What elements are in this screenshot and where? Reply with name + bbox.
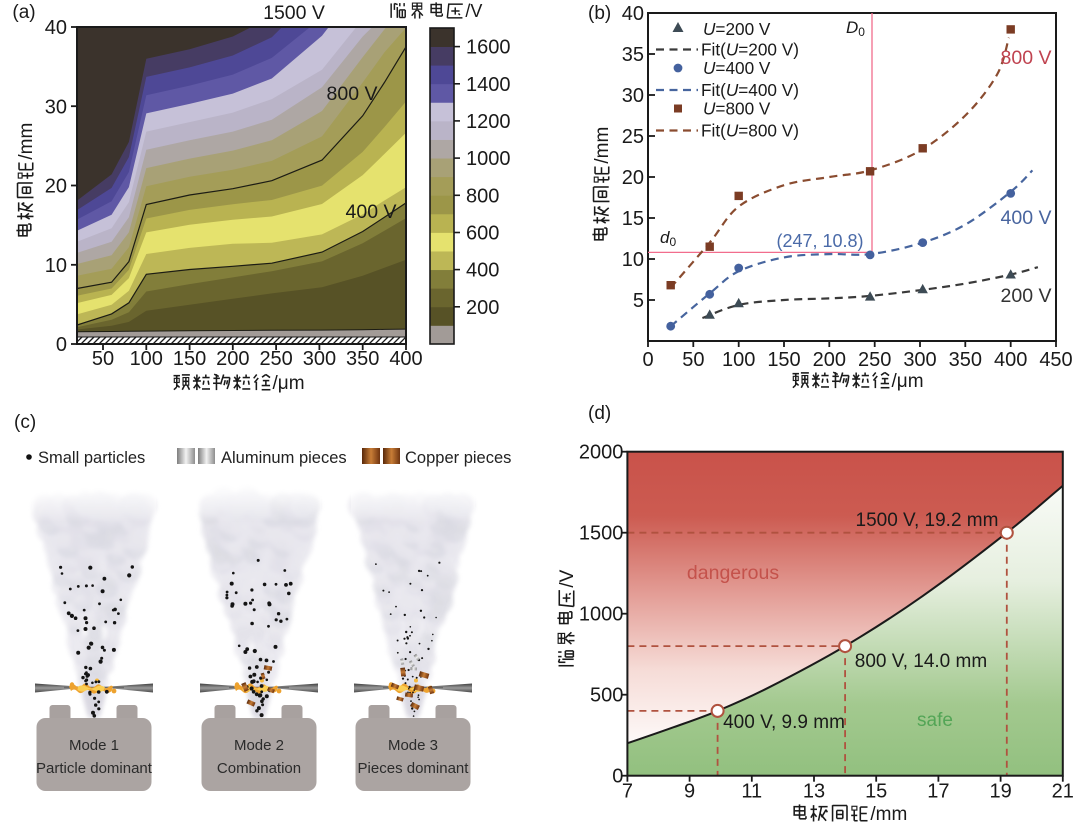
- svg-text:21: 21: [1052, 781, 1074, 803]
- svg-text:800: 800: [466, 185, 499, 207]
- svg-text:200 V: 200 V: [1001, 285, 1052, 307]
- svg-text:20: 20: [45, 176, 67, 198]
- svg-text:450: 450: [1039, 349, 1072, 371]
- svg-text:30: 30: [622, 85, 644, 107]
- svg-text:15: 15: [622, 208, 644, 230]
- svg-text:1000: 1000: [579, 604, 624, 626]
- svg-text:U=800 V: U=800 V: [703, 99, 771, 119]
- svg-text:Small particles: Small particles: [38, 449, 145, 467]
- svg-text:Mode 3: Mode 3: [388, 737, 438, 754]
- svg-text:350: 350: [949, 349, 982, 371]
- svg-text:150: 150: [767, 349, 800, 371]
- svg-text:30: 30: [45, 96, 67, 118]
- svg-text:0: 0: [642, 349, 653, 371]
- svg-text:800 V: 800 V: [1001, 47, 1052, 69]
- svg-text:dangerous: dangerous: [687, 562, 779, 584]
- svg-text:Fit(U=200 V): Fit(U=200 V): [701, 40, 799, 60]
- svg-text:25: 25: [622, 126, 644, 148]
- svg-text:U=400 V: U=400 V: [703, 58, 771, 78]
- svg-text:300: 300: [303, 348, 336, 370]
- svg-text:10: 10: [622, 249, 644, 271]
- svg-text:safe: safe: [917, 710, 953, 731]
- svg-text:20: 20: [622, 167, 644, 189]
- svg-text:400 V, 9.9 mm: 400 V, 9.9 mm: [723, 712, 845, 733]
- svg-text:100: 100: [130, 348, 163, 370]
- svg-text:(247, 10.8): (247, 10.8): [776, 231, 863, 251]
- svg-text:2000: 2000: [579, 442, 624, 464]
- svg-text:200: 200: [466, 297, 499, 319]
- svg-text:/μm: /μm: [892, 371, 924, 392]
- svg-text:0: 0: [612, 766, 623, 788]
- svg-text:35: 35: [622, 44, 644, 66]
- svg-text:Particle dominant: Particle dominant: [36, 760, 153, 777]
- svg-text:15: 15: [865, 781, 887, 803]
- svg-text:40: 40: [622, 3, 644, 25]
- svg-text:800 V, 14.0 mm: 800 V, 14.0 mm: [855, 651, 987, 672]
- svg-text:/V: /V: [557, 569, 578, 587]
- svg-text:1400: 1400: [466, 74, 511, 96]
- svg-text:7: 7: [622, 781, 633, 803]
- svg-text:500: 500: [590, 685, 623, 707]
- svg-text:Mode 2: Mode 2: [234, 737, 284, 754]
- svg-text:/mm: /mm: [16, 123, 37, 160]
- svg-text:Fit(U=800 V): Fit(U=800 V): [701, 121, 799, 141]
- svg-text:Mode 1: Mode 1: [69, 737, 119, 754]
- svg-text:(a): (a): [12, 2, 35, 23]
- svg-text:(b): (b): [588, 3, 611, 24]
- svg-text:50: 50: [92, 348, 114, 370]
- svg-text:9: 9: [684, 781, 695, 803]
- svg-text:200: 200: [216, 348, 249, 370]
- svg-text:1500 V, 19.2 mm: 1500 V, 19.2 mm: [856, 510, 999, 531]
- svg-text:Copper pieces: Copper pieces: [405, 449, 511, 467]
- svg-text:19: 19: [989, 781, 1011, 803]
- svg-text:100: 100: [722, 349, 755, 371]
- svg-text:300: 300: [903, 349, 936, 371]
- svg-text:150: 150: [173, 348, 206, 370]
- svg-text:(d): (d): [588, 403, 611, 424]
- svg-text:1200: 1200: [466, 111, 511, 133]
- svg-text:11: 11: [741, 781, 762, 803]
- svg-text:400 V: 400 V: [346, 201, 397, 223]
- svg-text:250: 250: [858, 349, 891, 371]
- svg-text:600: 600: [466, 222, 499, 244]
- svg-text:Combination: Combination: [217, 760, 301, 777]
- svg-text:50: 50: [682, 349, 704, 371]
- svg-text:Aluminum pieces: Aluminum pieces: [221, 449, 347, 467]
- svg-text:/mm: /mm: [592, 127, 613, 164]
- svg-text:Fit(U=400 V): Fit(U=400 V): [701, 80, 799, 100]
- svg-text:250: 250: [259, 348, 292, 370]
- svg-text:40: 40: [45, 17, 67, 39]
- svg-text:/mm: /mm: [870, 804, 907, 825]
- svg-text:800 V: 800 V: [327, 83, 378, 105]
- svg-text:1500: 1500: [579, 523, 624, 545]
- svg-text:(c): (c): [14, 412, 36, 433]
- svg-text:200: 200: [813, 349, 846, 371]
- svg-text:400: 400: [389, 348, 422, 370]
- svg-text:400 V: 400 V: [1001, 207, 1052, 229]
- svg-text:350: 350: [346, 348, 379, 370]
- svg-text:400: 400: [466, 260, 499, 282]
- svg-text:1500 V: 1500 V: [263, 2, 325, 24]
- svg-text:13: 13: [803, 781, 825, 803]
- svg-text:/μm: /μm: [273, 373, 305, 394]
- svg-text:U=200 V: U=200 V: [703, 19, 771, 39]
- svg-text:Pieces dominant: Pieces dominant: [358, 760, 470, 777]
- svg-text:/V: /V: [465, 1, 482, 21]
- svg-text:10: 10: [45, 255, 67, 277]
- svg-text:1600: 1600: [466, 37, 511, 59]
- svg-text:0: 0: [56, 334, 67, 356]
- svg-text:1000: 1000: [466, 148, 511, 170]
- svg-text:400: 400: [994, 349, 1027, 371]
- svg-text:17: 17: [927, 781, 949, 803]
- svg-text:5: 5: [633, 290, 644, 312]
